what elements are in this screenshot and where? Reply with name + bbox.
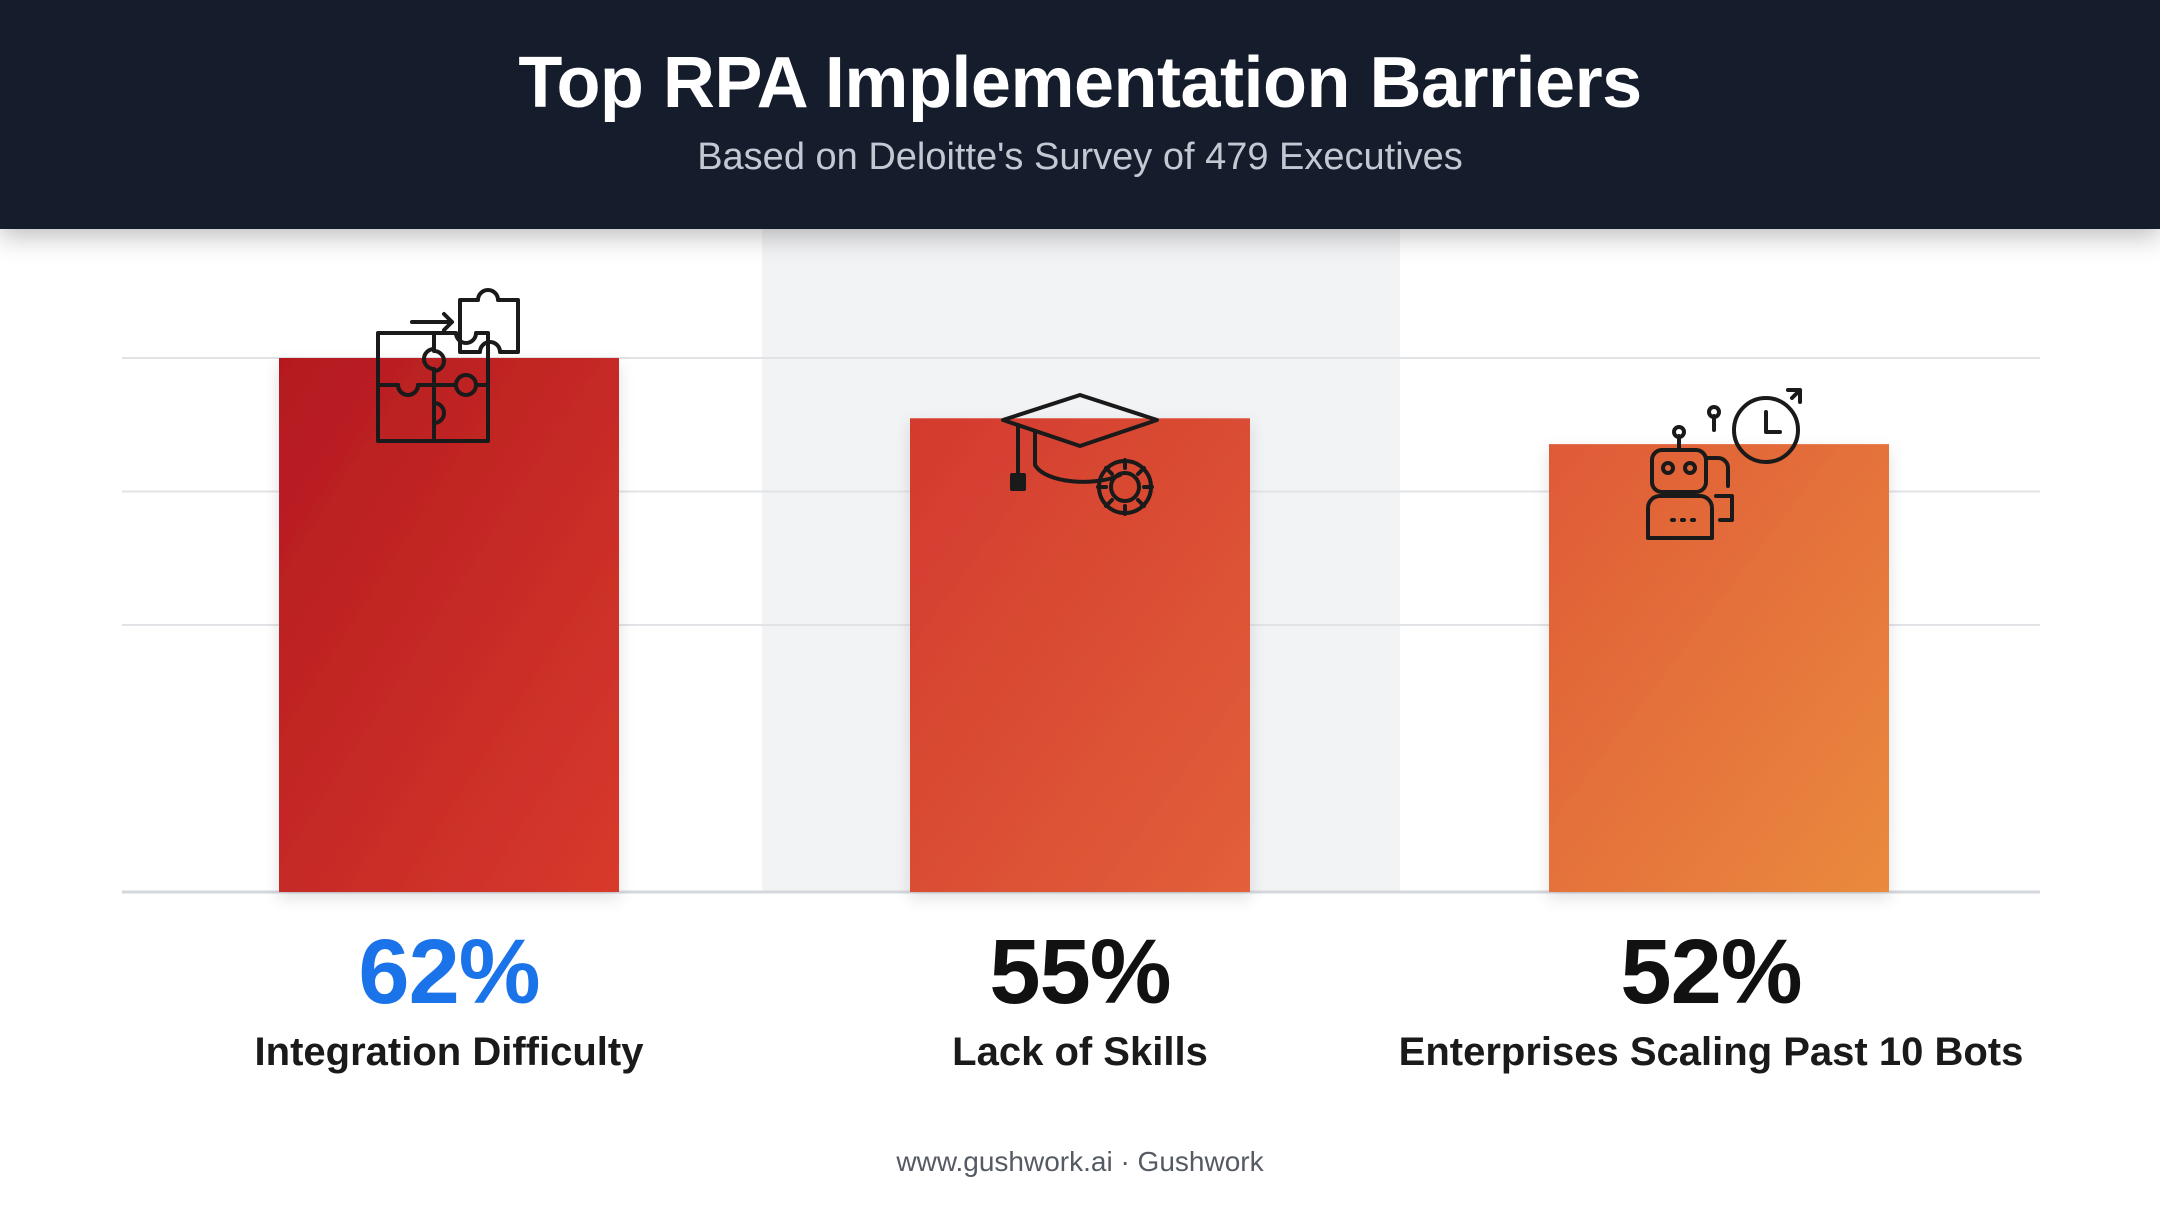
graduation-cap-gear-icon [1001, 393, 1159, 516]
robot-clock-icon [1646, 388, 1802, 540]
puzzle-icon [376, 288, 520, 443]
header-banner: Top RPA Implementation Barriers Based on… [0, 0, 2160, 229]
bar-3 [1549, 444, 1889, 892]
bars [279, 358, 1889, 892]
bar-2 [910, 418, 1250, 892]
category-label-scaling: Enterprises Scaling Past 10 Bots [1398, 1030, 2024, 1074]
category-label-skills: Lack of Skills [952, 1030, 1208, 1074]
chart-title: Top RPA Implementation Barriers [518, 43, 1642, 123]
bar-value-label-integration: 62% [358, 921, 540, 1023]
footer-credit: www.gushwork.ai · Gushwork [896, 1146, 1264, 1177]
bar-value-label-scaling: 52% [1620, 921, 1802, 1023]
bar-value-label-skills: 55% [989, 921, 1171, 1023]
chart-subtitle: Based on Deloitte's Survey of 479 Execut… [697, 136, 1463, 178]
category-label-integration: Integration Difficulty [254, 1030, 644, 1074]
bar-1 [279, 358, 619, 892]
